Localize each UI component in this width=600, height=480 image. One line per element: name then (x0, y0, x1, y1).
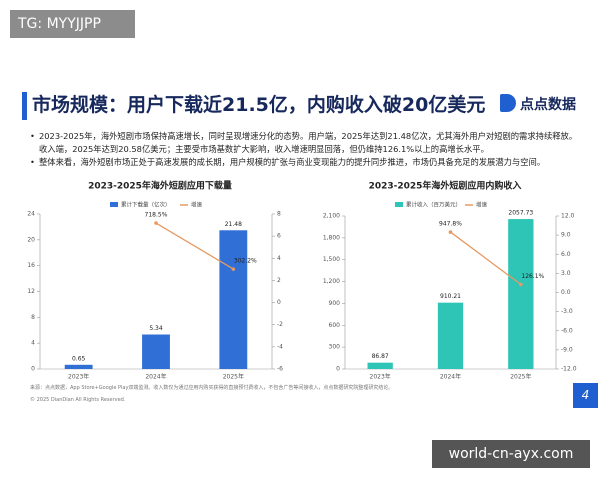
y-tick-label: 16 (27, 262, 35, 269)
y2-tick-label: 4 (277, 255, 281, 262)
y-tick-label: 2,100 (323, 213, 340, 220)
bullet: 2023-2025年，海外短剧市场保持高速增长，同时呈现增速分化的态势。用户端，… (30, 130, 585, 156)
x-tick-label: 2025年 (223, 373, 244, 381)
y2-tick-label: 9.0 (561, 232, 571, 239)
y2-tick-label: -9.0 (561, 346, 573, 353)
source-note: 来源：点点数据，App Store+Google Play双端监测。收入数仅为通… (30, 385, 394, 391)
bullet-list: 2023-2025年，海外短剧市场保持高速增长，同时呈现增速分化的态势。用户端，… (30, 130, 585, 169)
y2-tick-label: 6 (277, 233, 281, 240)
value-label: 947.8% (439, 221, 462, 228)
legend-label: 增速 (191, 201, 203, 209)
footer-watermark: world-cn-ayx.com (432, 440, 590, 468)
y2-tick-label: -2 (277, 321, 283, 328)
value-label: 910.21 (440, 293, 461, 300)
y2-tick-label: 2 (277, 277, 281, 284)
y-tick-label: 1,800 (323, 234, 340, 241)
bar (437, 302, 464, 369)
legend-swatch (110, 202, 118, 207)
legend-label: 累计下载量（亿次） (121, 201, 171, 209)
y2-tick-label: -3.0 (561, 308, 573, 315)
value-label: 0.65 (72, 355, 86, 362)
y2-tick-label: 0 (277, 299, 281, 306)
watermark: TG: MYYJJPP (10, 10, 135, 38)
brand-logo (500, 94, 516, 112)
value-label: 5.34 (149, 325, 163, 332)
value-label: 718.5% (145, 212, 168, 219)
x-tick-label: 2023年 (370, 373, 391, 381)
y-tick-label: 0 (336, 366, 340, 373)
y2-tick-label: 0.0 (561, 289, 571, 296)
y-tick-label: 24 (27, 211, 35, 218)
bar (219, 230, 248, 369)
legend-label: 增速 (476, 201, 488, 209)
value-label: 21.48 (225, 221, 242, 228)
growth-point (448, 230, 453, 234)
x-tick-label: 2025年 (510, 373, 531, 381)
slide-title: 市场规模：用户下载近21.5亿，内购收入破20亿美元 (32, 94, 486, 116)
growth-line (450, 231, 522, 285)
y-tick-label: 4 (31, 340, 35, 347)
page-number: 4 (573, 383, 598, 408)
y-tick-label: 300 (329, 344, 341, 351)
y2-tick-label: -4 (277, 343, 283, 350)
legend-swatch (395, 202, 403, 207)
value-label: 302.2% (234, 258, 257, 265)
x-tick-label: 2024年 (145, 373, 166, 381)
y-tick-label: 0 (31, 366, 35, 373)
y-tick-label: 12 (27, 288, 35, 295)
y-tick-label: 8 (31, 314, 35, 321)
legend-label: 累计收入（百万美元） (406, 201, 461, 209)
growth-line (155, 222, 234, 270)
chart-title: 2023-2025年海外短剧应用下载量 (88, 180, 232, 192)
bar (142, 334, 170, 369)
x-tick-label: 2024年 (440, 373, 461, 381)
y2-tick-label: 3.0 (561, 270, 571, 277)
value-label: 86.87 (372, 353, 389, 360)
bar (508, 219, 534, 369)
value-label: 2057.73 (508, 210, 533, 217)
y2-tick-label: -6 (277, 366, 283, 373)
title-accent (22, 92, 27, 120)
y-tick-label: 900 (329, 300, 341, 307)
copyright: © 2025 DianDian All Rights Reserved. (30, 397, 126, 403)
growth-point (519, 282, 523, 287)
x-tick-label: 2023年 (68, 373, 89, 381)
y2-tick-label: -6.0 (561, 327, 573, 334)
y2-tick-label: 8 (277, 211, 281, 218)
y2-tick-label: -12.0 (561, 366, 577, 373)
bar (367, 362, 393, 369)
growth-point (154, 221, 158, 225)
bullet: 整体来看，海外短剧市场正处于高速发展的成长期，用户规模的扩张与商业变现能力的提升… (30, 156, 585, 169)
value-label: 126.1% (521, 273, 544, 280)
y2-tick-label: 12.0 (561, 213, 575, 220)
brand-name: 点点数据 (520, 97, 576, 113)
bar (64, 364, 93, 369)
y-tick-label: 20 (27, 236, 35, 243)
y-tick-label: 1,200 (323, 278, 340, 285)
y-tick-label: 1,500 (323, 256, 340, 263)
growth-point (231, 267, 236, 271)
chart-title: 2023-2025年海外短剧应用内购收入 (369, 180, 522, 192)
y-tick-label: 600 (329, 322, 341, 329)
y2-tick-label: 6.0 (561, 251, 571, 258)
